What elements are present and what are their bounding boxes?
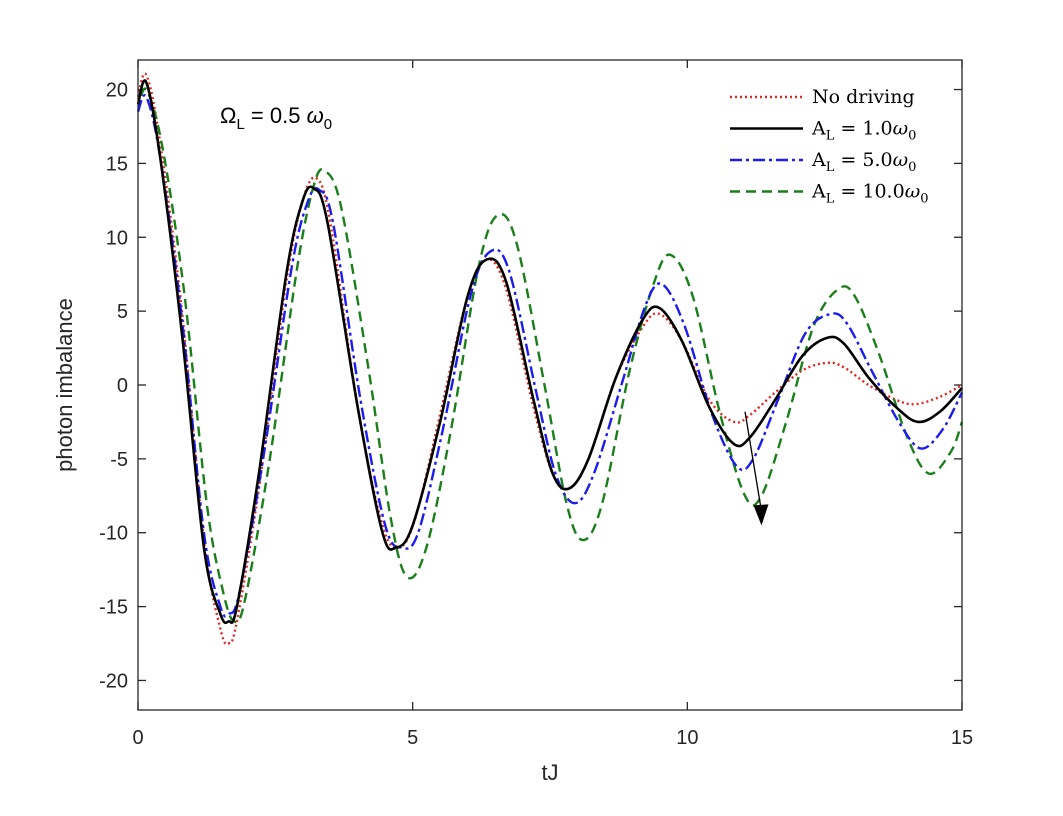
legend-entry-3: AL = 10.0ω0 <box>811 181 928 207</box>
y-tick-label: -10 <box>99 523 128 545</box>
y-tick-label: -5 <box>110 449 128 471</box>
y-tick-label: 20 <box>106 80 128 102</box>
legend-entry-1: AL = 1.0ω0 <box>811 118 916 144</box>
y-axis-label: photon imbalance <box>52 298 77 472</box>
trend-arrow <box>744 411 769 526</box>
x-axis-label: tJ <box>541 760 558 785</box>
y-tick-label: -15 <box>99 597 128 619</box>
legend-entry-2: AL = 5.0ω0 <box>811 149 916 175</box>
trend-arrow-shaft <box>744 411 763 512</box>
x-tick-label: 5 <box>407 727 418 749</box>
y-tick-label: -20 <box>99 670 128 692</box>
tick-labels: 0 5 10 15 -20 -15 -10 -5 0 5 10 15 20 <box>99 80 973 749</box>
series-lines <box>136 72 964 646</box>
axis-ticks <box>137 60 963 710</box>
series-line-2 <box>136 94 964 618</box>
legend: No driving AL = 1.0ω0 AL = 5.0ω0 AL = 10.0ω… <box>730 86 928 207</box>
legend-entry-0: No driving <box>812 86 915 108</box>
plot-frame <box>137 59 963 711</box>
x-tick-label: 15 <box>951 727 973 749</box>
y-tick-label: 5 <box>117 301 128 323</box>
annotation-omega-l: ΩL = 0.5 ω0 <box>220 103 332 133</box>
x-tick-label: 0 <box>132 727 143 749</box>
trend-arrow-head <box>753 504 769 526</box>
y-tick-label: 10 <box>106 227 128 249</box>
y-tick-label: 0 <box>117 375 128 397</box>
y-tick-label: 15 <box>106 153 128 175</box>
series-line-1 <box>136 79 963 625</box>
x-tick-label: 10 <box>676 727 698 749</box>
